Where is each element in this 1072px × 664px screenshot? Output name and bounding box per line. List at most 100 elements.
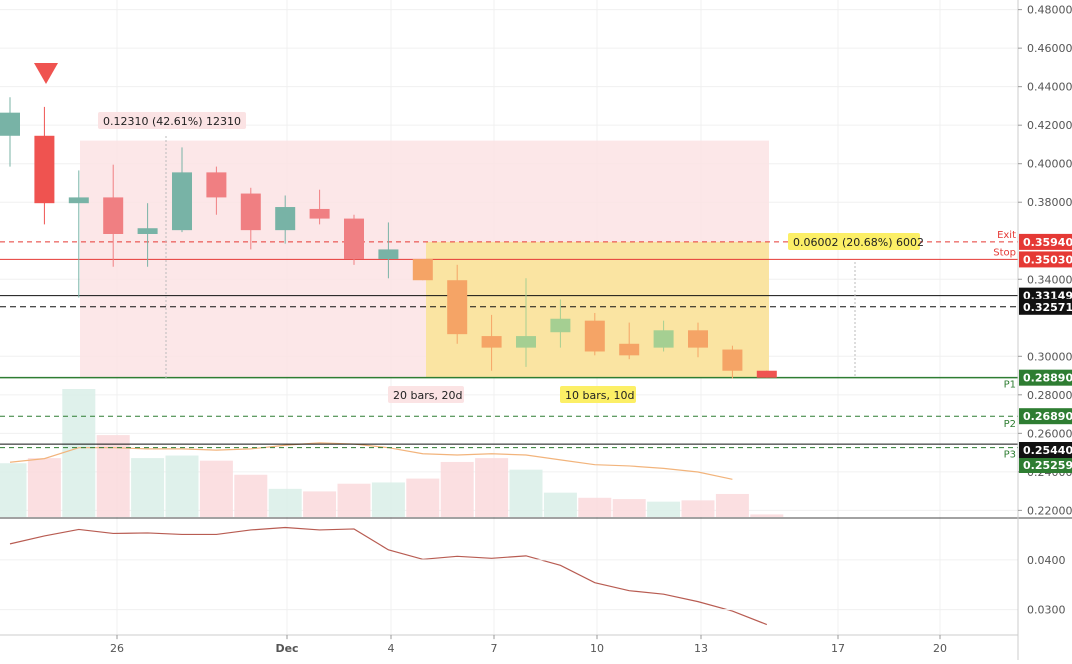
price-tick-label: 0.46000 — [1027, 42, 1072, 55]
indicator-tick-label: 0.0400 — [1027, 554, 1066, 567]
price-tick-label: 0.28000 — [1027, 389, 1072, 402]
candle-body — [550, 318, 571, 333]
candle-body — [275, 207, 296, 231]
volume-bar — [543, 492, 577, 517]
red-bars-label-bg — [388, 386, 464, 403]
time-tick-label: 10 — [590, 642, 604, 655]
price-label-p3-bg[interactable] — [1019, 457, 1072, 473]
volume-bar — [0, 463, 27, 517]
volume-bar — [371, 482, 405, 517]
volume-bar — [337, 483, 371, 517]
candle-body — [481, 336, 502, 348]
indicator-line — [9, 526, 768, 626]
line-label-p2: P2 — [1004, 419, 1016, 430]
yellow-range-label: 0.06002 (20.68%) 6002 — [793, 236, 924, 249]
volume-bar — [62, 389, 96, 517]
red-range-label: 0.12310 (42.61%) 12310 — [103, 115, 241, 128]
sell-marker-icon — [34, 63, 58, 84]
price-tick-label: 0.22000 — [1027, 504, 1072, 517]
yellow-bars-label: 10 bars, 10d — [565, 389, 634, 402]
annotations: 0.12310 (42.61%) 12310 0.06002 (20.68%) 6… — [34, 63, 1016, 461]
price-tick-label: 0.26000 — [1027, 427, 1072, 440]
candle-body — [68, 197, 89, 204]
time-tick-label: 4 — [388, 642, 395, 655]
candle-body — [756, 370, 777, 378]
volume-bar — [440, 461, 474, 517]
price-label-p1-bg[interactable] — [1019, 369, 1072, 386]
candle-body — [412, 259, 433, 281]
yellow-range-label-bg — [788, 233, 920, 250]
line-label-stop: Stop — [993, 247, 1016, 258]
price-label-p1: 0.28890 — [1023, 372, 1072, 385]
candle-body — [516, 336, 536, 348]
candles — [0, 97, 777, 379]
price-label-dashed_black-bg[interactable] — [1019, 298, 1072, 315]
time-tick-label: Dec — [275, 642, 298, 655]
profit-zone — [426, 241, 769, 378]
volume-bar — [199, 460, 233, 517]
line-label-exit: Exit — [997, 230, 1016, 241]
candle-body — [653, 330, 674, 348]
candle-body — [447, 280, 468, 335]
time-tick-label: 17 — [831, 642, 845, 655]
candle-body — [137, 228, 158, 234]
volume-bar — [578, 497, 612, 517]
volume-bar — [165, 455, 199, 517]
indicator-pane — [0, 526, 1018, 626]
line-label-p1: P1 — [1004, 380, 1016, 391]
volume-bar — [234, 474, 268, 517]
price-label-stop-bg[interactable] — [1019, 251, 1072, 268]
candle-body — [722, 349, 743, 371]
price-label-current: 0.25440 — [1023, 444, 1072, 457]
time-tick-label: 26 — [110, 642, 124, 655]
candle-body — [172, 172, 192, 231]
time-tick-label: 13 — [694, 642, 708, 655]
line-label-p3: P3 — [1004, 450, 1016, 461]
candle-body — [103, 197, 124, 234]
price-tick-label: 0.40000 — [1027, 158, 1072, 171]
price-label-current-bg[interactable] — [1019, 442, 1072, 458]
price-tick-label: 0.38000 — [1027, 196, 1072, 209]
red-bars-label: 20 bars, 20d — [393, 389, 462, 402]
candle-body — [0, 112, 20, 136]
volume-ma-line — [9, 442, 733, 480]
volume-bar — [750, 514, 784, 517]
candle-body — [309, 208, 330, 219]
red-range-label-bg — [98, 112, 246, 129]
candle-body — [688, 330, 708, 348]
price-label-stop: 0.35030 — [1023, 253, 1072, 266]
volume-bar — [303, 491, 337, 517]
candle-body — [619, 343, 640, 356]
candle-body — [344, 218, 364, 260]
volume-bar — [715, 493, 749, 517]
volume-bar — [612, 499, 646, 517]
volume-pane — [0, 389, 784, 517]
price-tick-label: 0.34000 — [1027, 273, 1072, 286]
price-label-p2-bg[interactable] — [1019, 408, 1072, 425]
volume-bar — [509, 469, 543, 517]
price-label-p2: 0.26890 — [1023, 410, 1072, 423]
candle-body — [206, 172, 227, 198]
volume-bar — [96, 435, 130, 517]
time-tick-label: 20 — [933, 642, 947, 655]
candle-body — [584, 320, 605, 352]
price-label-p3: 0.25259 — [1023, 459, 1072, 472]
volume-bar — [406, 478, 440, 517]
yellow-bars-label-bg — [560, 386, 636, 403]
price-label-dashed_black: 0.32571 — [1023, 301, 1072, 314]
price-tick-label: 0.42000 — [1027, 119, 1072, 132]
candle-body — [240, 193, 261, 231]
volume-bar — [475, 458, 509, 517]
time-tick-label: 7 — [491, 642, 498, 655]
candle-body — [34, 135, 55, 204]
price-tick-label: 0.48000 — [1027, 4, 1072, 17]
indicator-tick-label: 0.0300 — [1027, 604, 1066, 617]
price-tick-label: 0.44000 — [1027, 81, 1072, 94]
volume-bar — [268, 488, 302, 517]
price-label-exit-bg[interactable] — [1019, 233, 1072, 250]
horizontal-lines[interactable] — [0, 241, 1018, 449]
volume-bar — [27, 458, 61, 517]
